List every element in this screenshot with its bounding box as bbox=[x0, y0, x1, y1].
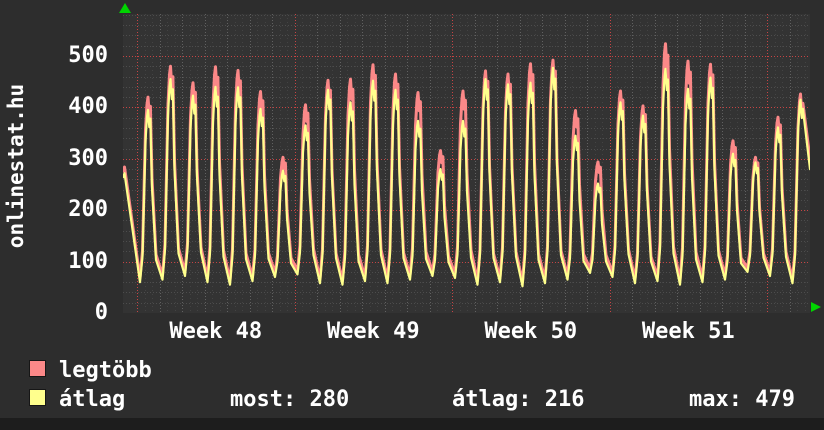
y-axis-arrow-icon bbox=[119, 3, 131, 13]
legend-swatch-legtobb bbox=[29, 360, 46, 377]
x-week-label-1: Week 48 bbox=[169, 319, 263, 344]
legend-label-atlag: átlag bbox=[59, 387, 126, 412]
y-tick-label-500: 500 bbox=[68, 43, 108, 68]
y-tick-label-200: 200 bbox=[68, 197, 108, 223]
y-tick-label-100: 100 bbox=[68, 248, 108, 274]
series-line-atlag bbox=[123, 66, 810, 288]
x-week-label-2: Week 49 bbox=[326, 319, 420, 344]
stat-max: max: 479 bbox=[689, 387, 795, 412]
x-axis-arrow-icon bbox=[811, 302, 821, 312]
y-tick-label-300: 300 bbox=[68, 145, 108, 171]
plot-area bbox=[123, 14, 810, 313]
y-tick-label-400: 400 bbox=[68, 94, 108, 120]
stat-most: most: 280 bbox=[230, 387, 350, 412]
x-week-label-3: Week 50 bbox=[484, 319, 578, 344]
site-watermark: onlinestat.hu bbox=[4, 83, 28, 249]
footer-strip bbox=[0, 418, 824, 430]
legend-label-legtobb: legtöbb bbox=[59, 358, 152, 383]
chart-canvas bbox=[123, 14, 810, 313]
stat-atlag: átlag: 216 bbox=[452, 387, 585, 412]
legend-swatch-atlag bbox=[29, 389, 46, 406]
x-week-label-4: Week 51 bbox=[641, 319, 735, 344]
y-tick-label-0: 0 bbox=[94, 300, 108, 325]
